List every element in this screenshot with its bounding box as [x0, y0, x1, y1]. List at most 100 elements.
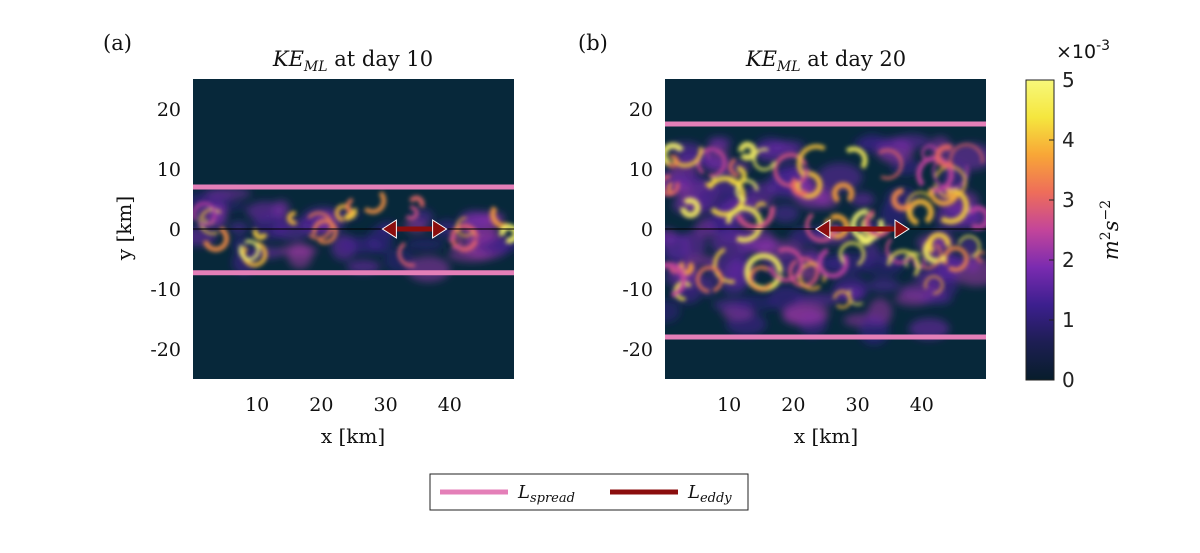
ke-eddy: [665, 142, 685, 167]
x-tick-label: 20: [781, 394, 805, 416]
ke-eddy: [891, 188, 913, 212]
ke-eddy: [906, 198, 934, 226]
y-tick-label: 0: [169, 219, 181, 241]
ke-eddy: [805, 212, 839, 243]
ke-haze: [735, 295, 776, 312]
ke-eddy: [706, 175, 746, 217]
y-tick-label: 10: [629, 159, 653, 181]
ke-eddy: [858, 232, 874, 246]
ke-haze: [853, 137, 898, 149]
ke-haze: [205, 188, 252, 199]
ke-haze: [816, 162, 863, 192]
colorbar-ticks: 0 1 2 3 4 5: [1049, 68, 1075, 392]
ke-eddy: [831, 182, 855, 203]
ke-eddy: [958, 235, 981, 258]
ke-eddy: [885, 237, 915, 265]
panel-b-letter: (b): [578, 31, 608, 55]
ke-eddy: [967, 205, 986, 231]
ke-eddy: [794, 171, 823, 199]
legend: Lspread Leddy: [429, 473, 749, 511]
ke-eddy: [926, 232, 951, 254]
panel-a: (a) KEML at day 10 10 20 30 40 20 10 0 -10 -20 x…: [103, 31, 514, 448]
ke-haze: [252, 213, 289, 240]
x-tick-label: 30: [846, 394, 870, 416]
colorbar: 0 1 2 3 4 5 ×10-3 m2s−2: [1025, 38, 1123, 392]
ke-haze: [665, 233, 691, 260]
ke-eddy: [755, 201, 767, 209]
ke-haze: [699, 157, 727, 169]
ke-eddy: [455, 217, 475, 237]
ke-eddy: [768, 247, 804, 283]
ke-haze: [193, 227, 217, 247]
ke-haze: [346, 259, 381, 274]
x-tick-label: 10: [245, 394, 269, 416]
colorbar-gradient: [1025, 79, 1055, 381]
ke-eddy: [942, 246, 969, 272]
ke-haze: [232, 250, 257, 275]
colorbar-tick-label: 1: [1062, 308, 1075, 332]
ke-eddy: [666, 154, 679, 168]
legend-eddy-label: Leddy: [687, 482, 732, 506]
ke-haze: [803, 248, 821, 266]
panel-b: (b) KEML at day 20 10 20 30 40 20 10 0 -10 -20 x…: [578, 31, 986, 448]
ke-eddy: [839, 241, 865, 266]
ke-eddy: [738, 141, 757, 161]
ke-haze: [753, 141, 800, 163]
panel-a-xlabel: x [km]: [321, 424, 385, 448]
y-tick-label: 0: [641, 219, 653, 241]
ke-eddy: [193, 201, 217, 227]
ke-haze: [893, 134, 931, 149]
panel-b-title: KEML at day 20: [745, 47, 906, 75]
y-tick-label: -10: [622, 279, 653, 301]
colorbar-unit-label: m2s−2: [1098, 200, 1123, 260]
ke-haze: [919, 294, 953, 305]
x-tick-label: 20: [309, 394, 333, 416]
ke-eddy: [878, 148, 903, 180]
ke-eddy: [752, 147, 776, 171]
panel-a-overlay: [193, 184, 514, 276]
panel-a-eddies: [193, 191, 514, 268]
ke-eddy: [499, 223, 514, 244]
ke-eddy: [696, 265, 724, 293]
y-tick-label: 10: [157, 159, 181, 181]
ke-haze: [338, 236, 383, 254]
ke-eddy: [665, 262, 687, 298]
ke-eddy: [728, 158, 740, 177]
ke-eddy: [665, 174, 680, 197]
ke-eddy: [727, 165, 747, 186]
y-tick-label: -10: [150, 279, 181, 301]
ke-eddy: [790, 177, 809, 197]
colorbar-tick-label: 3: [1062, 188, 1075, 212]
ke-haze: [908, 317, 950, 340]
ke-haze: [782, 302, 830, 325]
ke-haze: [709, 229, 757, 257]
ke-haze: [867, 278, 901, 293]
ke-eddy: [735, 205, 776, 230]
ke-eddy: [744, 252, 783, 292]
ke-haze: [748, 182, 777, 201]
ke-eddy: [286, 211, 298, 225]
ke-eddy: [252, 228, 268, 240]
ke-haze: [665, 299, 681, 323]
ke-eddy: [680, 197, 701, 219]
ke-eddy: [940, 187, 969, 225]
ke-eddy: [928, 188, 960, 206]
panel-a-title: KEML at day 10: [272, 47, 433, 75]
ke-eddy: [405, 205, 419, 221]
ke-eddy: [748, 265, 773, 292]
ke-eddy: [773, 152, 809, 188]
ke-haze: [858, 315, 890, 346]
ke-eddy: [916, 155, 954, 194]
ke-eddy: [924, 275, 944, 295]
ke-haze: [850, 192, 875, 207]
panel-a-ticks: 10 20 30 40 20 10 0 -10 -20: [150, 99, 462, 416]
ke-eddy: [448, 235, 462, 250]
ke-eddy: [238, 239, 260, 261]
panel-a-ke-field: [193, 188, 514, 282]
ke-haze: [406, 256, 451, 282]
ke-eddy: [678, 261, 694, 276]
l-eddy-arrow-head-right: [432, 219, 448, 239]
ke-haze: [771, 204, 800, 223]
panel-a-ylabel: y [km]: [112, 196, 136, 261]
